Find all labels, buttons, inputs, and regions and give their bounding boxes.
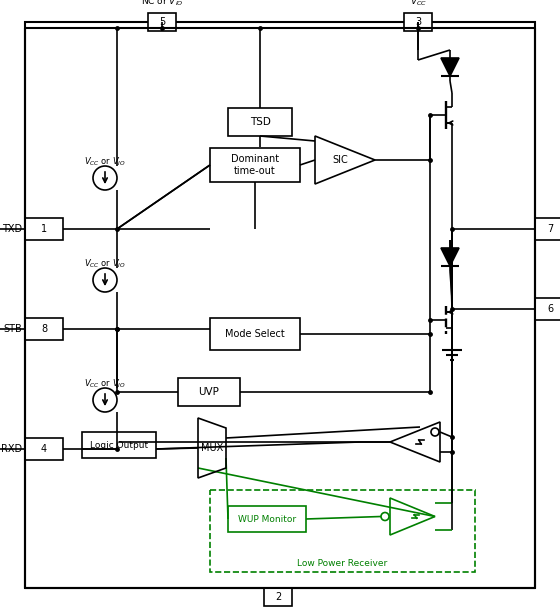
Bar [210,148,300,182]
Bar [148,13,176,31]
Text: Low Power Receiver: Low Power Receiver [297,560,388,568]
Text: Dominant: Dominant [231,154,279,164]
Bar [404,13,432,31]
Text: TXD: TXD [2,224,22,234]
Text: STB: STB [3,324,22,334]
Text: MUX: MUX [201,443,223,453]
Text: 4: 4 [41,444,47,454]
Bar [25,318,63,340]
Text: SIC: SIC [332,155,348,165]
Text: 1: 1 [41,224,47,234]
Text: 7: 7 [547,224,553,234]
Text: 3: 3 [415,17,421,27]
Text: WUP Monitor: WUP Monitor [238,514,296,524]
Bar [82,432,156,458]
Bar [25,438,63,460]
Text: Logic Output: Logic Output [90,441,148,450]
Text: $V_{CC}$ or $V_{IO}$: $V_{CC}$ or $V_{IO}$ [84,378,126,390]
Text: NC or $V_{IO}$: NC or $V_{IO}$ [141,0,183,8]
Text: Mode Select: Mode Select [225,329,285,339]
Text: TSD: TSD [250,117,270,127]
Bar [210,490,475,572]
Text: UVP: UVP [199,387,220,397]
Bar [228,506,306,532]
Bar [535,298,560,320]
Bar [178,378,240,406]
Text: $V_{CC}$ or $V_{IO}$: $V_{CC}$ or $V_{IO}$ [84,258,126,270]
Bar [228,108,292,136]
Text: 6: 6 [547,304,553,314]
Text: 5: 5 [159,17,165,27]
Bar [535,218,560,240]
Text: time-out: time-out [234,166,276,176]
Text: $V_{CC}$: $V_{CC}$ [409,0,427,8]
Polygon shape [441,248,459,266]
Text: $V_{CC}$ or $V_{IO}$: $V_{CC}$ or $V_{IO}$ [84,156,126,168]
Bar [210,318,300,350]
Bar [25,218,63,240]
Bar [264,588,292,606]
Text: 8: 8 [41,324,47,334]
Polygon shape [441,58,459,76]
Text: RXD: RXD [1,444,22,454]
Text: 2: 2 [275,592,281,602]
